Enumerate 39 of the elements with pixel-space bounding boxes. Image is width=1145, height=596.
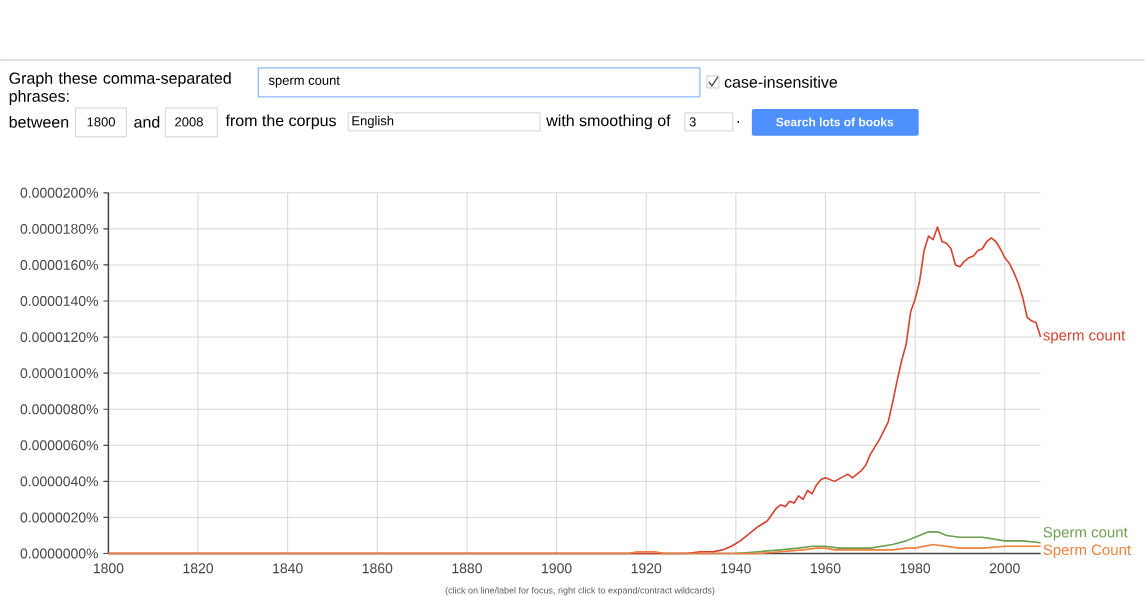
x-tick-label: 1940 [721,563,751,574]
x-tick-label: 1820 [183,563,214,574]
text: sperm count [268,76,340,88]
y-tick-label: 0.0000100% [20,367,99,378]
text: with smoothing of [546,114,671,130]
y-tick-label: 0.0000120% [20,331,99,342]
text: 2008 [175,117,203,127]
y-tick-label: 0.0000080% [20,404,99,414]
y-tick-label: 0.0000140% [20,295,99,306]
text: (click on line/label for focus, right click to expand/contract wildcards) [445,586,715,596]
text: 3 [689,117,696,127]
text: . [737,120,740,123]
text: case-insensitive [724,75,838,88]
x-tick-label: 1800 [93,563,124,574]
text: Graph these comma-separated phrases: [9,71,231,105]
text: and [134,115,160,128]
x-tick-label: 2000 [989,563,1020,574]
x-tick-label: 1880 [452,563,482,574]
x-tick-label: 1920 [631,563,662,574]
series-label: Sperm Count [1043,544,1131,558]
x-tick-label: 1980 [900,563,931,574]
text: between [9,115,69,128]
x-tick-label: 1960 [810,563,841,574]
x-tick-label: 1900 [542,563,572,574]
text: from the corpus [225,114,336,130]
y-tick-label: 0.0000000% [20,548,99,559]
y-tick-label: 0.0000180% [20,223,99,234]
text: English [352,115,394,128]
text: Search lots of books [776,117,894,127]
y-tick-label: 0.0000160% [20,259,99,270]
x-tick-label: 1860 [362,563,393,574]
series-label: sperm count [1043,330,1126,344]
series-label: Sperm count [1043,526,1128,541]
y-tick-label: 0.0000040% [20,476,99,487]
y-tick-label: 0.0000020% [20,512,99,523]
text: 1800 [87,117,116,127]
y-tick-label: 0.0000200% [20,187,99,198]
x-tick-label: 1840 [273,563,303,574]
y-tick-label: 0.0000060% [20,440,99,451]
